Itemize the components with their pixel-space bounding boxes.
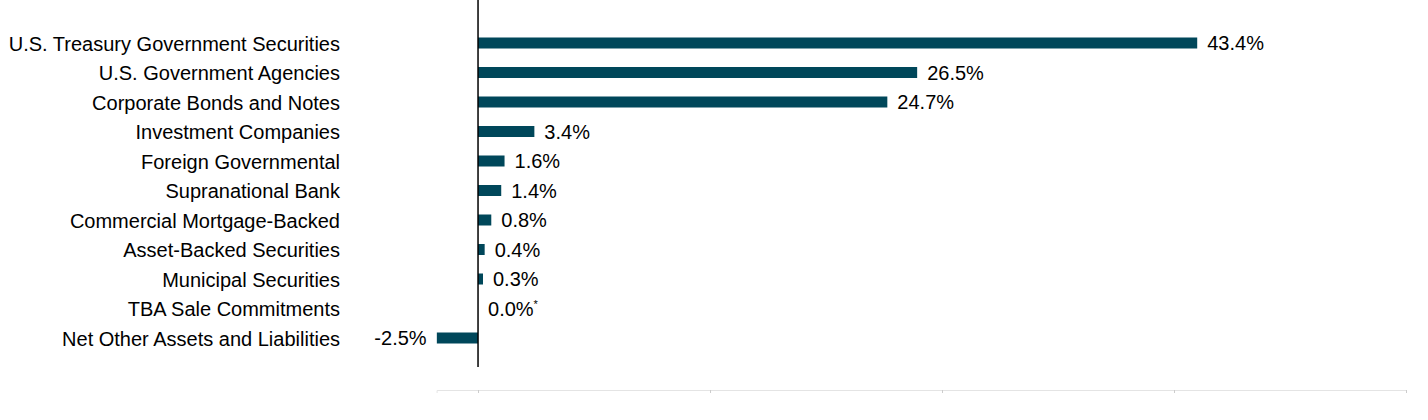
x-tick	[942, 390, 943, 393]
data-label: 0.4%	[495, 239, 541, 261]
x-tick-mark	[478, 390, 479, 393]
data-label: 0.0%*	[488, 298, 539, 320]
y-tick: U.S. Treasury Government Securities	[9, 33, 340, 55]
y-tick-label: Foreign Governmental	[141, 151, 340, 173]
y-tick: Asset-Backed Securities	[123, 239, 340, 261]
x-tick	[1174, 390, 1175, 393]
y-tick: Investment Companies	[135, 121, 340, 143]
data-label: 43.4%	[1207, 32, 1264, 54]
data-label: -2.5%	[374, 327, 426, 349]
y-tick: U.S. Government Agencies	[99, 62, 340, 84]
bar	[478, 67, 917, 78]
x-tick-mark	[710, 390, 711, 393]
y-axis: U.S. Treasury Government Securities U.S. …	[9, 33, 341, 350]
x-tick-mark	[942, 390, 943, 393]
y-tick-label: Investment Companies	[135, 121, 340, 143]
y-tick: TBA Sale Commitments	[128, 298, 340, 320]
data-label: 3.4%	[544, 121, 590, 143]
x-tick-mark	[1406, 390, 1407, 393]
y-tick: Supranational Bank	[165, 180, 341, 202]
x-tick	[710, 390, 711, 393]
chart: U.S. Treasury Government Securities U.S. …	[0, 0, 1428, 420]
data-label: 0.3%	[493, 268, 539, 290]
x-tick	[1406, 390, 1407, 393]
y-tick: Municipal Securities	[162, 269, 340, 291]
y-tick-label: U.S. Government Agencies	[99, 62, 340, 84]
bar	[478, 156, 505, 167]
bar	[478, 126, 534, 137]
bar	[478, 244, 485, 255]
y-tick: Corporate Bonds and Notes	[92, 92, 340, 114]
y-tick-label: Municipal Securities	[162, 269, 340, 291]
x-axis	[437, 390, 1406, 393]
data-labels: 43.4% 26.5% 24.7% 3.4% 1.6% 1.4% 0.8% 0.4% 0.3% 0…	[374, 32, 1264, 349]
y-tick: Foreign Governmental	[141, 151, 340, 173]
x-tick	[478, 390, 479, 393]
data-label: 1.6%	[515, 150, 561, 172]
y-tick-label: Supranational Bank	[165, 180, 341, 202]
y-tick-label: U.S. Treasury Government Securities	[9, 33, 340, 55]
y-tick-label: Commercial Mortgage-Backed	[70, 210, 340, 232]
data-label: 1.4%	[511, 180, 557, 202]
bar	[478, 38, 1197, 49]
y-tick-label: Corporate Bonds and Notes	[92, 92, 340, 114]
x-axis-line	[437, 391, 1406, 394]
y-tick-label: TBA Sale Commitments	[128, 298, 340, 320]
zero-line	[477, 0, 479, 367]
bar	[478, 215, 491, 226]
y-tick: Commercial Mortgage-Backed	[70, 210, 340, 232]
y-tick-label: Net Other Assets and Liabilities	[62, 328, 340, 350]
data-label: 24.7%	[897, 91, 954, 113]
y-tick: Net Other Assets and Liabilities	[62, 328, 340, 350]
bar	[478, 185, 501, 196]
x-tick-mark	[1174, 390, 1175, 393]
y-tick-label: Asset-Backed Securities	[123, 239, 340, 261]
data-label: 0.8%	[501, 209, 547, 231]
bars	[437, 38, 1198, 344]
bar	[437, 333, 478, 344]
data-label: 26.5%	[927, 62, 984, 84]
bar	[478, 97, 887, 108]
